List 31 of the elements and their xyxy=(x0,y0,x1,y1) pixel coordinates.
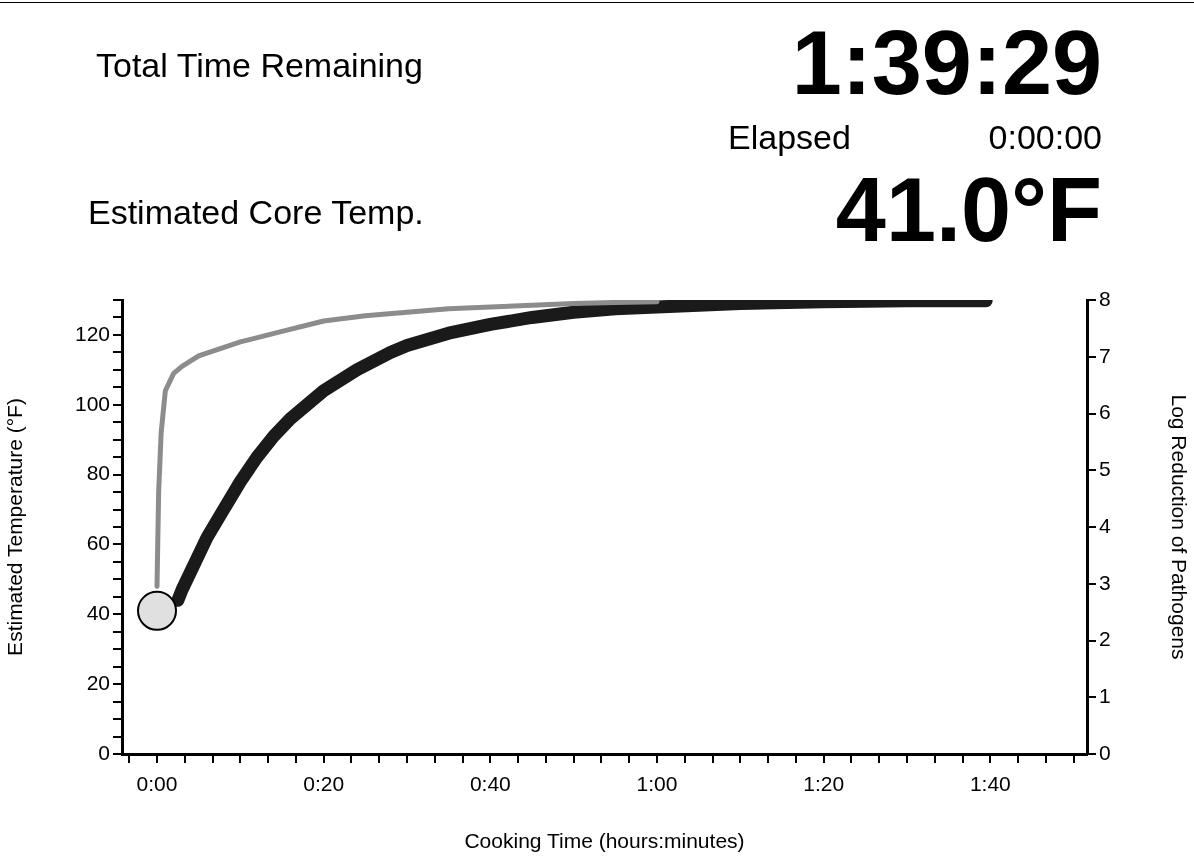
y-tick-label: 60 xyxy=(86,531,110,555)
x-tick-label: 0:00 xyxy=(136,772,178,796)
y2-tick-label: 0 xyxy=(1099,740,1111,764)
text: Estimated Core Temp. xyxy=(88,193,424,231)
y2-tick-label: 4 xyxy=(1099,513,1111,537)
y2-tick-label: 3 xyxy=(1099,570,1111,594)
y2-tick-label: 7 xyxy=(1099,343,1111,367)
y2-tick-label: 2 xyxy=(1099,627,1111,651)
text: 41.0°F xyxy=(835,160,1102,260)
x-tick-label: 1:00 xyxy=(636,772,678,796)
x-axis-title: Cooking Time (hours:minutes) xyxy=(464,829,745,853)
y-axis-title: Estimated Temperature (°F) xyxy=(3,398,27,656)
y2-axis-title: Log Reduction of Pathogens xyxy=(1167,394,1191,660)
y-tick-label: 120 xyxy=(74,321,110,345)
y-tick-label: 0 xyxy=(98,740,110,764)
y2-tick-label: 6 xyxy=(1099,400,1111,424)
y2-tick-label: 8 xyxy=(1099,286,1111,310)
y2-tick-label: 5 xyxy=(1099,457,1111,481)
x-tick-label: 0:40 xyxy=(469,772,511,796)
text: 0:00:00 xyxy=(988,118,1102,156)
x-tick-label: 1:40 xyxy=(969,772,1011,796)
x-tick-label: 1:20 xyxy=(803,772,845,796)
text: Elapsed xyxy=(728,118,851,156)
y2-tick-label: 1 xyxy=(1099,684,1111,708)
text: Total Time Remaining xyxy=(96,46,423,84)
y-tick-label: 100 xyxy=(74,391,110,415)
y-tick-label: 80 xyxy=(86,461,110,485)
x-tick-label: 0:20 xyxy=(303,772,345,796)
y-tick-label: 20 xyxy=(86,670,110,694)
y-tick-label: 40 xyxy=(86,601,110,625)
text: 1:39:29 xyxy=(791,13,1102,113)
